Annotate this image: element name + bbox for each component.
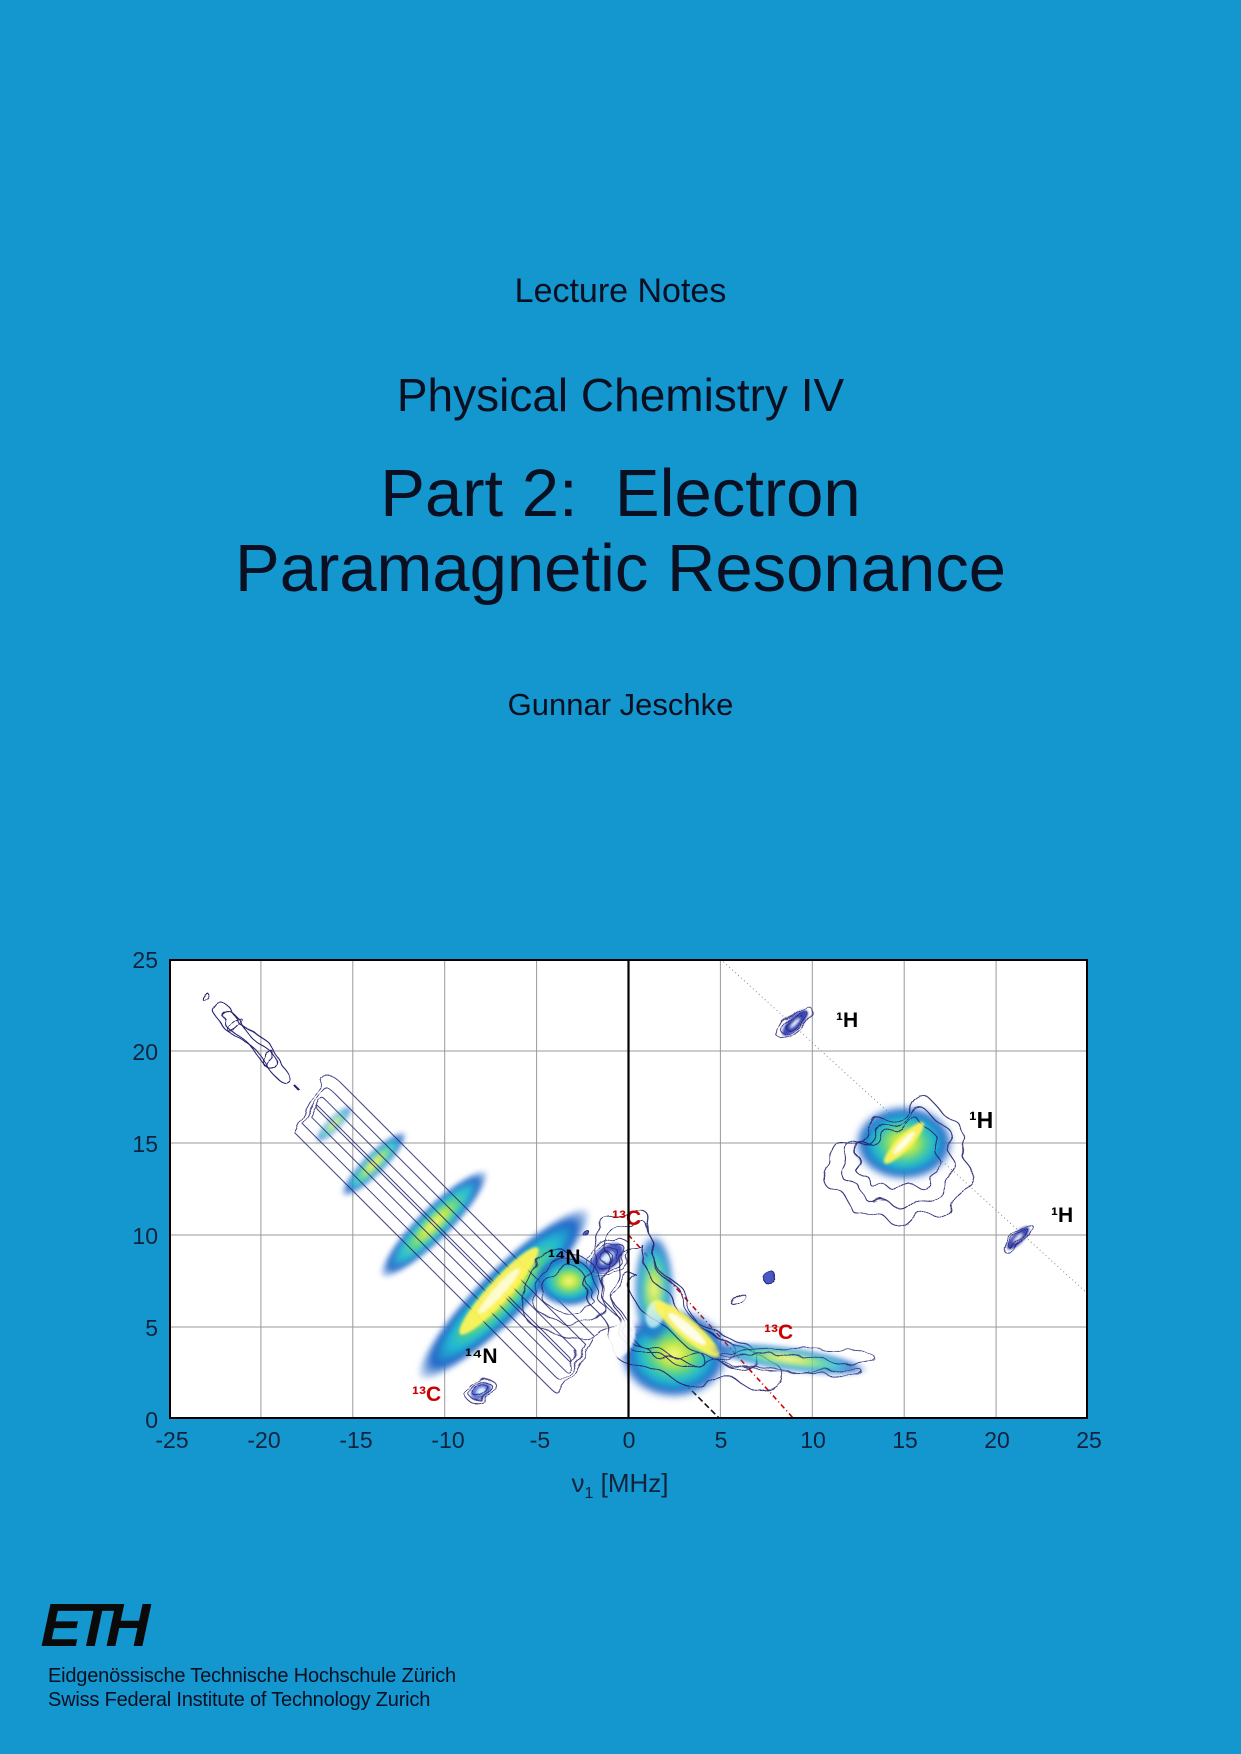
svg-text:¹⁴N: ¹⁴N: [548, 1246, 581, 1269]
svg-text:¹⁴N: ¹⁴N: [465, 1345, 498, 1368]
svg-text:¹³C: ¹³C: [612, 1207, 641, 1230]
svg-text:¹H: ¹H: [1051, 1204, 1073, 1227]
svg-text:¹H: ¹H: [836, 1009, 858, 1032]
svg-text:¹³C: ¹³C: [764, 1321, 793, 1344]
svg-text:¹³C: ¹³C: [412, 1383, 441, 1406]
svg-text:¹H: ¹H: [969, 1107, 993, 1133]
svg-text:ETH: ETH: [40, 1592, 155, 1658]
